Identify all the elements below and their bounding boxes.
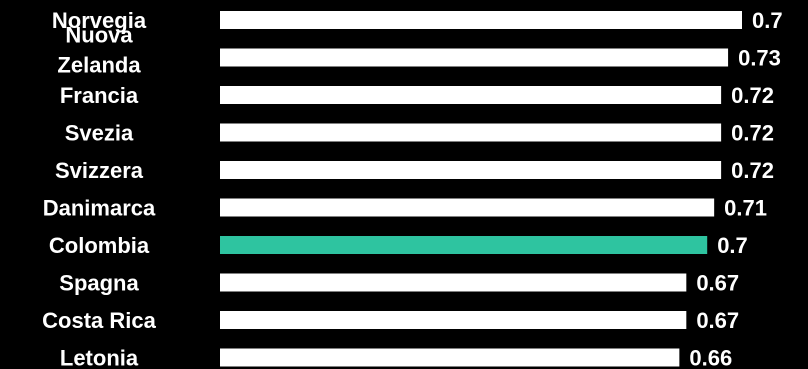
value-label-svezia: 0.72: [731, 121, 774, 146]
value-label-nuova-zelanda: 0.73: [738, 46, 781, 71]
bar-costa-rica: [220, 311, 687, 329]
category-label-colombia: Colombia: [49, 233, 150, 258]
bar-danimarca: [220, 198, 715, 217]
value-label-danimarca: 0.71: [724, 196, 767, 221]
bar-francia: [220, 86, 722, 104]
category-label-svizzera: Svizzera: [55, 158, 144, 183]
bar-svizzera: [220, 161, 722, 179]
bar-svezia: [220, 123, 722, 142]
category-label-svezia: Svezia: [65, 121, 134, 146]
category-label-nuova-zelanda: Nuova Zelanda: [57, 23, 141, 78]
value-label-svizzera: 0.72: [731, 158, 774, 183]
value-label-letonia: 0.66: [689, 346, 732, 369]
value-label-spagna: 0.67: [696, 271, 739, 296]
bar-letonia: [220, 348, 680, 367]
value-label-francia: 0.72: [731, 83, 774, 108]
category-label-norvegia: Norvegia: [52, 8, 147, 33]
bar-spagna: [220, 273, 687, 292]
bars-layer: [220, 11, 742, 367]
value-label-colombia: 0.7: [717, 233, 748, 258]
value-label-costa-rica: 0.67: [696, 308, 739, 333]
value-labels-layer: 0.7 0.73 0.72 0.72 0.72 0.71 0.7 0.67 0.67 0.66: [689, 8, 782, 369]
category-label-letonia: Letonia: [60, 346, 139, 369]
category-label-danimarca: Danimarca: [43, 196, 156, 221]
bar-norvegia: [220, 11, 742, 29]
bar-colombia: [220, 236, 708, 254]
bar-nuova-zelanda: [220, 48, 729, 67]
category-label-francia: Francia: [60, 83, 139, 108]
value-label-norvegia: 0.7: [752, 8, 783, 33]
category-label-spagna: Spagna: [59, 271, 139, 296]
category-label-costa-rica: Costa Rica: [42, 308, 156, 333]
